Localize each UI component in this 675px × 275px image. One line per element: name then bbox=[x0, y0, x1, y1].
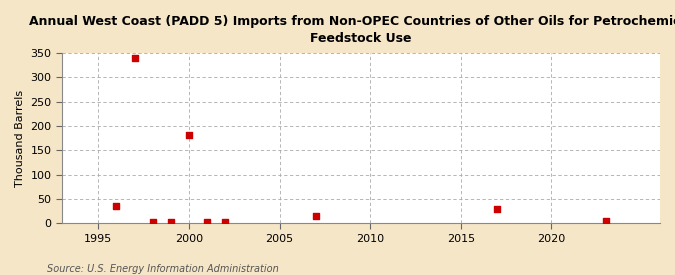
Point bbox=[147, 219, 158, 224]
Title: Annual West Coast (PADD 5) Imports from Non-OPEC Countries of Other Oils for Pet: Annual West Coast (PADD 5) Imports from … bbox=[29, 15, 675, 45]
Point bbox=[129, 56, 140, 60]
Point bbox=[111, 204, 122, 208]
Point bbox=[600, 218, 611, 223]
Point bbox=[202, 219, 213, 224]
Point bbox=[184, 133, 194, 138]
Point bbox=[310, 214, 321, 218]
Text: Source: U.S. Energy Information Administration: Source: U.S. Energy Information Administ… bbox=[47, 264, 279, 274]
Point bbox=[165, 219, 176, 224]
Point bbox=[220, 219, 231, 224]
Y-axis label: Thousand Barrels: Thousand Barrels bbox=[15, 90, 25, 187]
Point bbox=[491, 207, 502, 212]
